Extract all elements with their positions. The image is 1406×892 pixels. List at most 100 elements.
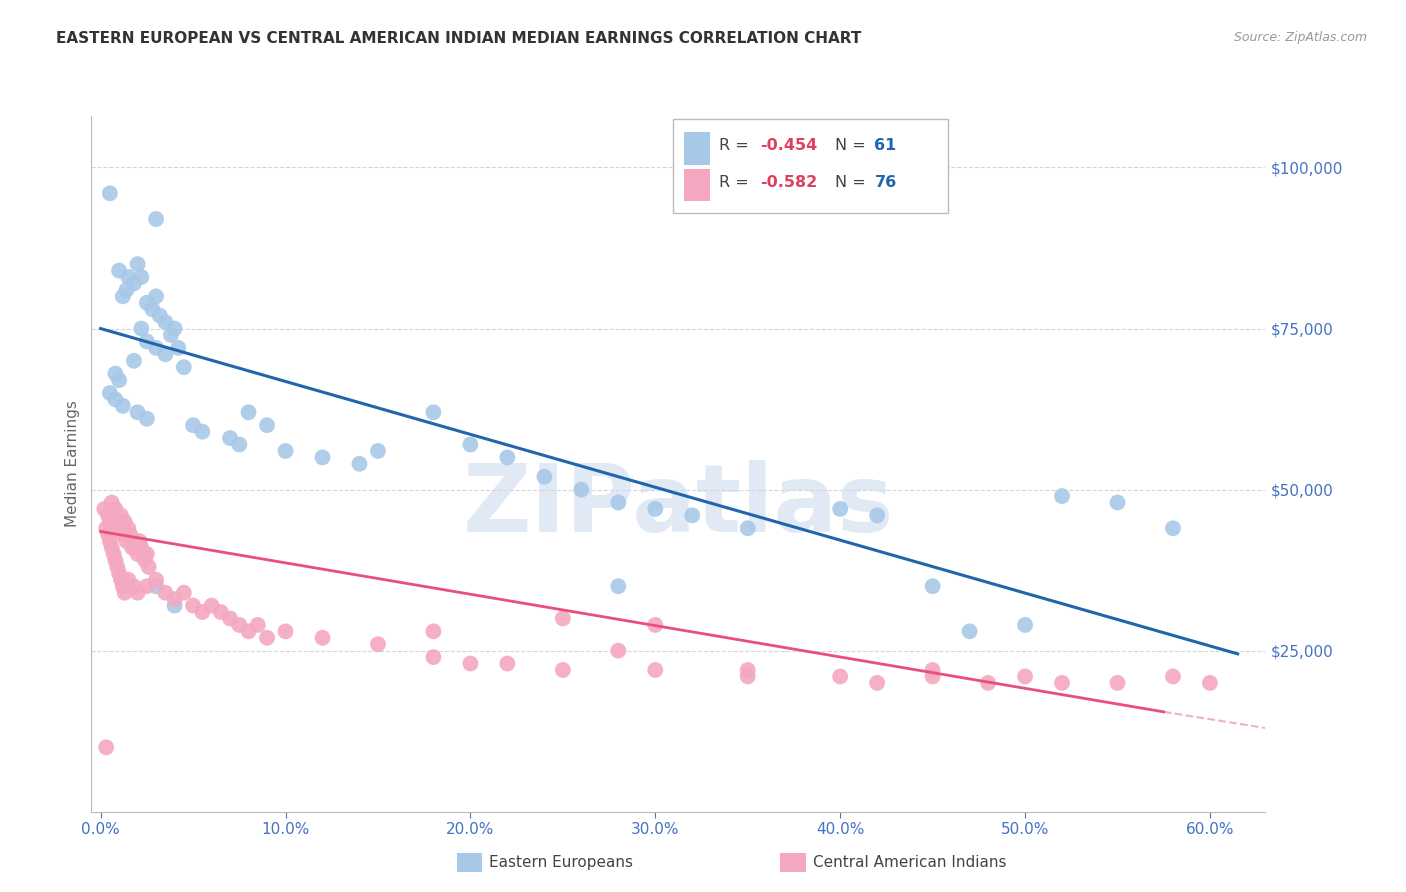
Point xyxy=(122,353,145,368)
Point xyxy=(311,631,333,645)
Point xyxy=(959,624,981,639)
Point xyxy=(96,521,118,535)
Point xyxy=(422,624,444,639)
Text: 61: 61 xyxy=(875,138,897,153)
Point xyxy=(111,527,134,541)
Point xyxy=(422,650,444,665)
Point xyxy=(110,508,132,523)
Point xyxy=(191,425,214,439)
Point xyxy=(98,186,121,201)
Point xyxy=(256,631,278,645)
Point xyxy=(108,521,131,535)
Point xyxy=(155,315,177,329)
Point xyxy=(238,405,260,419)
Point xyxy=(830,669,852,683)
Point xyxy=(163,599,186,613)
Point xyxy=(120,527,142,541)
FancyBboxPatch shape xyxy=(672,120,949,213)
Point xyxy=(209,605,232,619)
Point xyxy=(104,502,127,516)
Point xyxy=(104,392,127,407)
Point xyxy=(228,618,250,632)
Point xyxy=(131,321,153,335)
Point xyxy=(114,515,136,529)
Text: Central American Indians: Central American Indians xyxy=(813,855,1007,870)
Point xyxy=(349,457,371,471)
Point xyxy=(460,657,482,671)
Point xyxy=(167,341,190,355)
Point xyxy=(103,547,125,561)
Point xyxy=(551,663,574,677)
Point xyxy=(108,566,131,581)
Point xyxy=(132,547,155,561)
Point xyxy=(1107,495,1129,509)
Point xyxy=(125,541,148,555)
Point xyxy=(93,502,115,516)
Text: R =: R = xyxy=(720,175,755,190)
Point xyxy=(644,502,666,516)
Point xyxy=(122,534,145,549)
Point xyxy=(111,289,134,303)
Point xyxy=(228,437,250,451)
Text: 76: 76 xyxy=(875,175,897,190)
Point xyxy=(921,663,943,677)
Point xyxy=(135,411,157,425)
Point xyxy=(422,405,444,419)
Point xyxy=(127,405,149,419)
Point xyxy=(181,599,204,613)
Point xyxy=(111,579,134,593)
Point xyxy=(108,263,131,277)
Point xyxy=(191,605,214,619)
Point xyxy=(98,534,121,549)
Point xyxy=(134,553,156,567)
FancyBboxPatch shape xyxy=(685,133,710,165)
Point xyxy=(460,437,482,451)
Point xyxy=(115,283,138,297)
FancyBboxPatch shape xyxy=(685,169,710,202)
Point xyxy=(921,579,943,593)
Point xyxy=(145,341,167,355)
Point xyxy=(1161,669,1184,683)
Point xyxy=(274,624,297,639)
Point xyxy=(866,676,889,690)
Point xyxy=(155,585,177,599)
Point xyxy=(681,508,703,523)
Point xyxy=(830,502,852,516)
Point xyxy=(135,547,157,561)
Point xyxy=(145,573,167,587)
Point xyxy=(977,676,1000,690)
Point xyxy=(367,444,389,458)
Point xyxy=(135,579,157,593)
Point xyxy=(238,624,260,639)
Point xyxy=(163,321,186,335)
Point xyxy=(97,508,120,523)
Point xyxy=(569,483,592,497)
Point xyxy=(533,469,555,483)
Point xyxy=(138,560,160,574)
Text: R =: R = xyxy=(720,138,755,153)
Text: ZIPatlas: ZIPatlas xyxy=(463,459,894,551)
Point xyxy=(311,450,333,465)
Point xyxy=(96,740,118,755)
Point xyxy=(737,521,759,535)
Point xyxy=(145,289,167,303)
Point xyxy=(100,541,122,555)
Point xyxy=(117,270,139,285)
Point xyxy=(115,534,138,549)
Point xyxy=(644,663,666,677)
Point xyxy=(131,270,153,285)
Point xyxy=(145,212,167,227)
Point xyxy=(1107,676,1129,690)
Point xyxy=(173,585,195,599)
Point xyxy=(135,334,157,349)
Point xyxy=(121,541,143,555)
Point xyxy=(200,599,222,613)
Point xyxy=(127,547,149,561)
Point xyxy=(131,541,153,555)
Y-axis label: Median Earnings: Median Earnings xyxy=(65,401,80,527)
Point xyxy=(496,450,519,465)
Text: -0.454: -0.454 xyxy=(761,138,818,153)
Point xyxy=(117,573,139,587)
Point xyxy=(155,347,177,361)
Point xyxy=(274,444,297,458)
